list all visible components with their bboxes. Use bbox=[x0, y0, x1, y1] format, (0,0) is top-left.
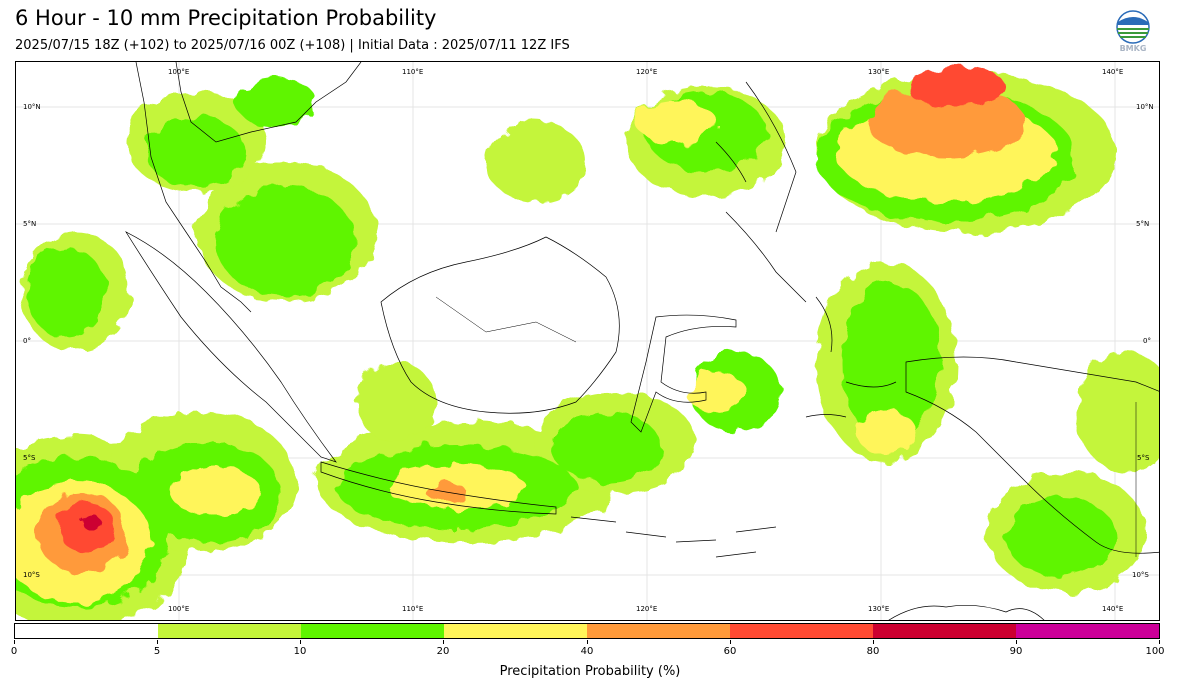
lon-label-bottom: 130°E bbox=[868, 605, 890, 613]
lat-label-left: 5°N bbox=[23, 220, 37, 228]
lat-label-left: 5°S bbox=[23, 454, 36, 462]
colorbar-tick bbox=[443, 640, 444, 644]
colorbar-tick-label: 40 bbox=[580, 646, 594, 657]
colorbar-title: Precipitation Probability (%) bbox=[499, 664, 681, 679]
lat-label-left: 10°N bbox=[23, 103, 41, 111]
lon-label-bottom: 140°E bbox=[1102, 605, 1124, 613]
colorbar-tick bbox=[587, 640, 588, 644]
colorbar-segment bbox=[730, 624, 873, 638]
colorbar-tick bbox=[1159, 640, 1160, 644]
map-subtitle: 2025/07/15 18Z (+102) to 2025/07/16 00Z … bbox=[15, 38, 570, 53]
lon-label-top: 100°E bbox=[168, 68, 190, 76]
precipitation-map: 100°E 110°E 120°E 130°E 140°E 100°E 110°… bbox=[15, 61, 1160, 621]
lat-label-left: 0° bbox=[23, 337, 31, 345]
precipitation-field bbox=[16, 67, 1159, 620]
lat-label-right: 5°N bbox=[1136, 220, 1150, 228]
colorbar-segment bbox=[15, 624, 158, 638]
colorbar-tick-label: 20 bbox=[436, 646, 450, 657]
lat-label-right: 5°S bbox=[1137, 454, 1150, 462]
colorbar-segment bbox=[1016, 624, 1159, 638]
lon-label-bottom: 120°E bbox=[636, 605, 658, 613]
colorbar bbox=[14, 623, 1160, 639]
colorbar-tick bbox=[1016, 640, 1017, 644]
lon-label-top: 140°E bbox=[1102, 68, 1124, 76]
lat-label-right: 10°S bbox=[1132, 571, 1149, 579]
lon-label-bottom: 110°E bbox=[402, 605, 424, 613]
colorbar-segment bbox=[158, 624, 301, 638]
colorbar-segment bbox=[301, 624, 444, 638]
lon-label-top: 120°E bbox=[636, 68, 658, 76]
lon-label-bottom: 100°E bbox=[168, 605, 190, 613]
colorbar-tick-label: 100 bbox=[1145, 646, 1165, 657]
colorbar-tick bbox=[873, 640, 874, 644]
colorbar-tick-label: 60 bbox=[723, 646, 737, 657]
lat-label-right: 10°N bbox=[1136, 103, 1154, 111]
colorbar-tick-label: 80 bbox=[866, 646, 880, 657]
colorbar-segment bbox=[873, 624, 1016, 638]
lat-label-left: 10°S bbox=[23, 571, 40, 579]
colorbar-tick bbox=[157, 640, 158, 644]
colorbar-tick bbox=[300, 640, 301, 644]
colorbar-segment bbox=[444, 624, 587, 638]
colorbar-segment bbox=[587, 624, 730, 638]
bmkg-logo-icon bbox=[1116, 10, 1150, 44]
bmkg-logo-text: BMKG bbox=[1119, 44, 1147, 53]
colorbar-tick-label: 5 bbox=[153, 646, 161, 657]
colorbar-tick bbox=[14, 640, 15, 644]
map-layer bbox=[16, 62, 1159, 620]
lon-label-top: 110°E bbox=[402, 68, 424, 76]
colorbar-tick-label: 10 bbox=[293, 646, 307, 657]
coastlines bbox=[125, 62, 1159, 620]
colorbar-tick-label: 0 bbox=[10, 646, 18, 657]
map-title: 6 Hour - 10 mm Precipitation Probability bbox=[15, 6, 437, 30]
colorbar-tick bbox=[730, 640, 731, 644]
lat-label-right: 0° bbox=[1143, 337, 1151, 345]
colorbar-tick-label: 90 bbox=[1009, 646, 1023, 657]
lon-label-top: 130°E bbox=[868, 68, 890, 76]
